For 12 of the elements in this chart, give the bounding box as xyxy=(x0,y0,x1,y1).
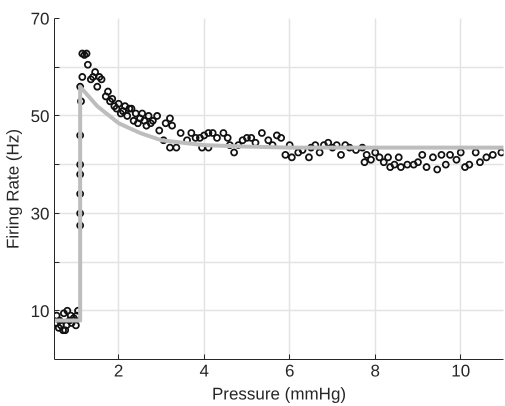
y-tick-label: 30 xyxy=(30,204,50,224)
x-tick-label: 2 xyxy=(114,362,124,380)
y-tick-label: 50 xyxy=(30,106,50,126)
x-axis-title: Pressure (mmHg) xyxy=(212,384,346,404)
line-series xyxy=(54,84,504,323)
x-tick-label: 4 xyxy=(199,362,209,380)
y-tick-label: 70 xyxy=(30,10,50,28)
x-tick-label: 10 xyxy=(451,362,470,380)
y-tick-label: 10 xyxy=(30,302,50,321)
x-tick-label: 8 xyxy=(370,362,380,380)
x-tick-label: 6 xyxy=(284,362,294,380)
y-axis-title: Firing Rate (Hz) xyxy=(4,129,23,249)
